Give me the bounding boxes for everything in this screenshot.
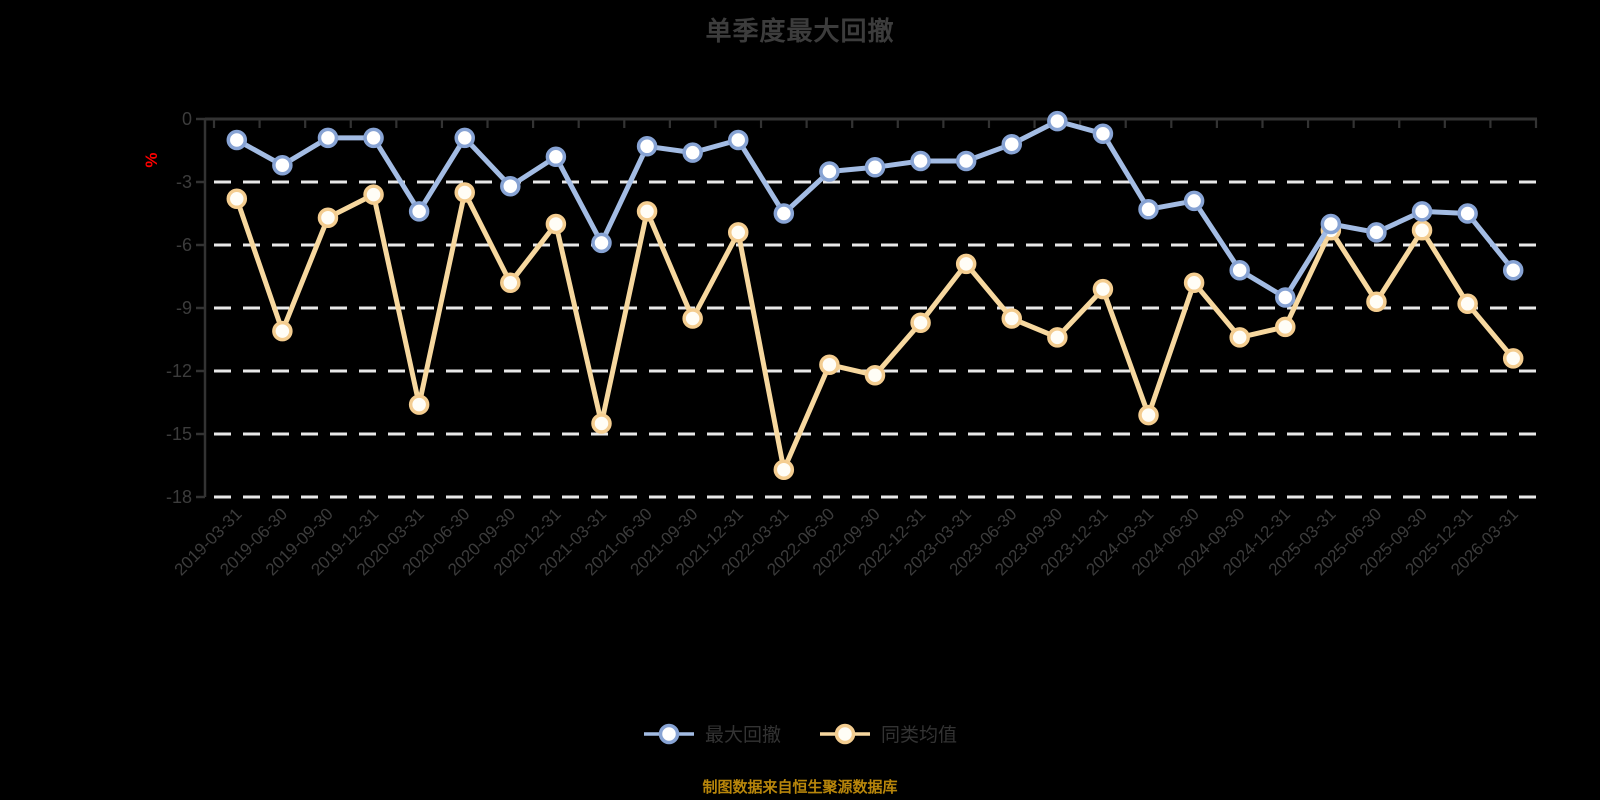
legend-label-max-drawdown: 最大回撤 [704, 725, 781, 746]
data-point-category-average-2019-09-30[interactable] [317, 207, 339, 228]
data-point-category-average-2021-03-31[interactable] [591, 413, 612, 434]
data-point-max-drawdown-2020-12-31[interactable] [545, 146, 567, 168]
data-point-max-drawdown-2019-12-31[interactable] [363, 127, 384, 149]
legend-marker-max-drawdown-icon [643, 723, 694, 744]
data-point-category-average-2025-12-31[interactable] [1457, 293, 1478, 315]
chart-legend: 最大回撤 同类均值 [0, 720, 1600, 747]
data-point-category-average-2022-06-30[interactable] [819, 354, 840, 375]
y-axis-label: 0 [182, 109, 192, 129]
data-point-max-drawdown-2023-03-31[interactable] [955, 150, 977, 172]
data-point-max-drawdown-2020-03-31[interactable] [408, 201, 430, 222]
data-point-max-drawdown-2023-09-30[interactable] [1047, 110, 1068, 132]
data-point-category-average-2025-06-30[interactable] [1366, 291, 1387, 312]
data-point-max-drawdown-2025-03-31[interactable] [1320, 213, 1342, 235]
data-point-max-drawdown-2021-09-30[interactable] [682, 142, 703, 163]
data-point-max-drawdown-2022-06-30[interactable] [819, 161, 840, 182]
data-point-category-average-2019-12-31[interactable] [363, 184, 384, 205]
data-point-category-average-2023-06-30[interactable] [1001, 308, 1023, 329]
data-point-category-average-2022-09-30[interactable] [864, 364, 886, 386]
data-point-category-average-2021-06-30[interactable] [636, 201, 658, 222]
data-point-category-average-2020-09-30[interactable] [500, 272, 521, 294]
data-point-max-drawdown-2024-06-30[interactable] [1183, 190, 1205, 212]
data-point-max-drawdown-2025-09-30[interactable] [1411, 201, 1433, 222]
data-point-max-drawdown-2021-06-30[interactable] [636, 136, 658, 157]
data-point-category-average-2023-09-30[interactable] [1047, 327, 1068, 348]
data-point-category-average-2026-03-31[interactable] [1502, 348, 1524, 369]
data-point-max-drawdown-2024-03-31[interactable] [1138, 199, 1159, 220]
data-point-category-average-2023-03-31[interactable] [955, 253, 977, 275]
data-point-category-average-2020-03-31[interactable] [408, 394, 430, 415]
data-point-category-average-2025-09-30[interactable] [1411, 220, 1433, 241]
data-point-category-average-2024-06-30[interactable] [1183, 272, 1205, 294]
legend-marker-category-average-icon [820, 723, 870, 744]
data-point-category-average-2024-09-30[interactable] [1229, 327, 1250, 348]
data-point-max-drawdown-2025-06-30[interactable] [1366, 222, 1387, 243]
data-point-max-drawdown-2022-09-30[interactable] [864, 157, 886, 178]
data-point-category-average-2022-12-31[interactable] [910, 312, 931, 333]
data-point-category-average-2019-06-30[interactable] [272, 320, 293, 342]
y-axis-label: -3 [176, 172, 192, 192]
data-point-max-drawdown-2026-03-31[interactable] [1502, 259, 1524, 281]
data-point-category-average-2024-12-31[interactable] [1275, 316, 1296, 338]
data-point-max-drawdown-2019-09-30[interactable] [317, 127, 339, 149]
data-point-category-average-2021-09-30[interactable] [682, 308, 703, 329]
data-point-max-drawdown-2022-03-31[interactable] [773, 203, 795, 224]
data-point-category-average-2021-12-31[interactable] [727, 222, 749, 243]
data-source-note: 制图数据来自恒生聚源数据库 [702, 779, 898, 796]
data-point-category-average-2019-03-31[interactable] [226, 188, 248, 210]
y-axis-unit-label: % [142, 152, 161, 167]
data-point-max-drawdown-2023-06-30[interactable] [1001, 133, 1023, 155]
y-axis-label: -15 [166, 424, 192, 444]
data-point-max-drawdown-2022-12-31[interactable] [910, 150, 931, 172]
data-point-max-drawdown-2024-12-31[interactable] [1275, 287, 1296, 308]
y-axis-label: -9 [176, 298, 192, 318]
data-point-category-average-2024-03-31[interactable] [1138, 404, 1159, 426]
data-point-max-drawdown-2020-06-30[interactable] [454, 127, 475, 149]
legend-item-max-drawdown[interactable]: 最大回撤 [643, 720, 781, 747]
data-point-max-drawdown-2019-06-30[interactable] [272, 154, 293, 176]
legend-item-category-average[interactable]: 同类均值 [819, 720, 957, 747]
legend-label-category-average: 同类均值 [881, 725, 958, 746]
data-point-max-drawdown-2021-03-31[interactable] [591, 232, 612, 254]
y-axis-label: -6 [176, 235, 192, 255]
data-point-category-average-2020-06-30[interactable] [454, 182, 475, 203]
data-point-category-average-2023-12-31[interactable] [1092, 278, 1114, 300]
data-point-category-average-2020-12-31[interactable] [545, 213, 567, 235]
data-point-max-drawdown-2019-03-31[interactable] [226, 129, 248, 151]
data-point-max-drawdown-2024-09-30[interactable] [1229, 259, 1250, 281]
data-point-max-drawdown-2025-12-31[interactable] [1457, 203, 1478, 224]
chart-title: 单季度最大回撤 [705, 16, 895, 46]
data-point-category-average-2022-03-31[interactable] [773, 459, 795, 480]
data-point-max-drawdown-2020-09-30[interactable] [500, 175, 521, 197]
data-point-max-drawdown-2021-12-31[interactable] [727, 129, 749, 151]
y-axis-label: -18 [166, 487, 192, 507]
y-axis-label: -12 [166, 361, 192, 381]
data-point-max-drawdown-2023-12-31[interactable] [1092, 123, 1114, 144]
